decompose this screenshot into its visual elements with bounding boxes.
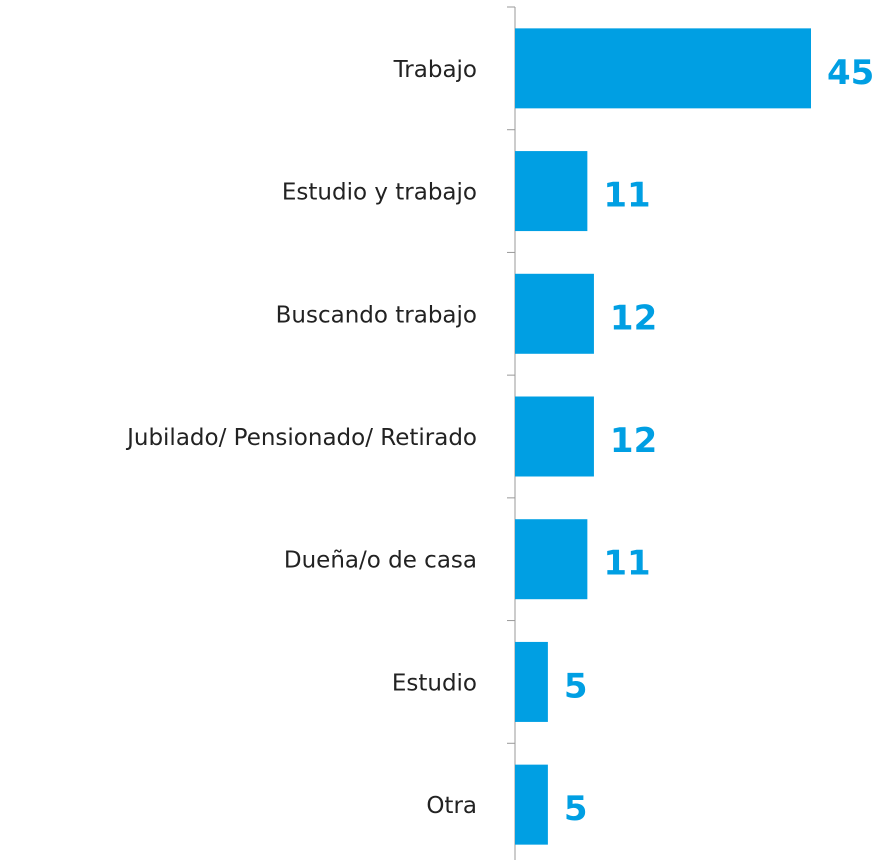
bar (515, 641, 548, 722)
bar (515, 273, 594, 354)
value-label: 45 (827, 53, 874, 93)
value-label: 5 (564, 789, 588, 829)
category-label: Buscando trabajo (276, 302, 477, 328)
value-label: 11 (603, 544, 650, 584)
category-label: Otra (426, 793, 477, 819)
category-label: Jubilado/ Pensionado/ Retirado (125, 425, 477, 451)
category-label: Dueña/o de casa (284, 548, 477, 574)
value-label: 11 (603, 176, 650, 216)
category-label: Estudio y trabajo (282, 180, 477, 206)
bar (515, 396, 594, 477)
value-label: 12 (610, 298, 657, 338)
category-label: Estudio (392, 670, 477, 696)
value-label: 12 (610, 421, 657, 461)
value-label: 5 (564, 666, 588, 706)
category-label: Trabajo (393, 57, 477, 83)
bar (515, 28, 811, 109)
bar (515, 519, 588, 600)
bar (515, 151, 588, 232)
bar (515, 764, 548, 845)
